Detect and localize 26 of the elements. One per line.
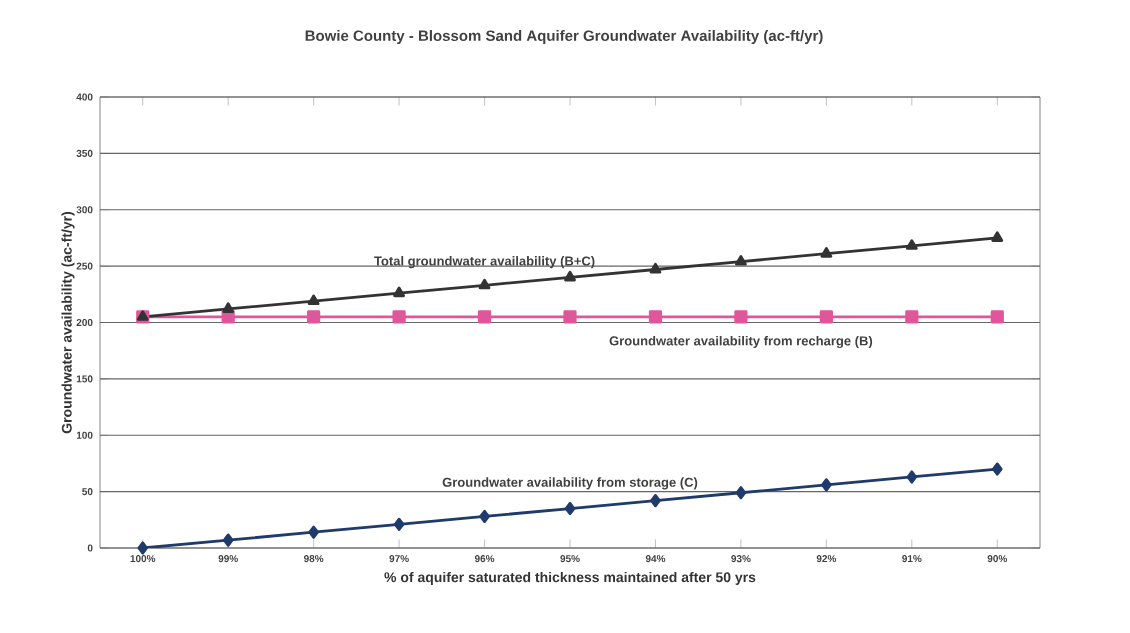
y-tick-label: 300 xyxy=(76,206,93,214)
x-tick-label: 94% xyxy=(645,555,666,563)
x-tick-label: 98% xyxy=(303,555,324,563)
y-tick-label: 350 xyxy=(76,149,93,157)
x-tick-label: 96% xyxy=(474,555,495,563)
y-tick-label: 50 xyxy=(82,488,93,496)
x-tick-label: 90% xyxy=(987,555,1008,563)
y-tick-label: 150 xyxy=(76,375,93,383)
y-tick-label: 0 xyxy=(87,544,93,552)
y-tick-label: 200 xyxy=(76,318,93,327)
x-tick-label: 93% xyxy=(731,555,751,563)
series-label: Total groundwater availability (B+C) xyxy=(374,256,595,269)
x-tick-label: 95% xyxy=(560,555,580,563)
x-tick-label: 92% xyxy=(816,555,837,563)
x-tick-label: 97% xyxy=(389,555,409,563)
chart-title: Bowie County - Blossom Sand Aquifer Groundwater Availability (ac-ft/yr) xyxy=(305,30,823,44)
series-label: Groundwater availability from recharge (B) xyxy=(609,335,873,349)
x-tick-label: 99% xyxy=(218,555,238,563)
x-axis-title: % of aquifer saturated thickness maintained after 50 yrs xyxy=(384,571,756,585)
y-axis-title: Groundwater availability (ac-ft/yr) xyxy=(61,211,75,434)
series-label: Groundwater availability from storage (C) xyxy=(442,477,698,490)
x-tick-label: 100% xyxy=(130,555,156,563)
y-tick-label: 400 xyxy=(76,93,93,101)
y-tick-label: 100 xyxy=(76,431,93,439)
y-tick-label: 250 xyxy=(76,262,93,270)
x-tick-label: 91% xyxy=(902,555,922,563)
